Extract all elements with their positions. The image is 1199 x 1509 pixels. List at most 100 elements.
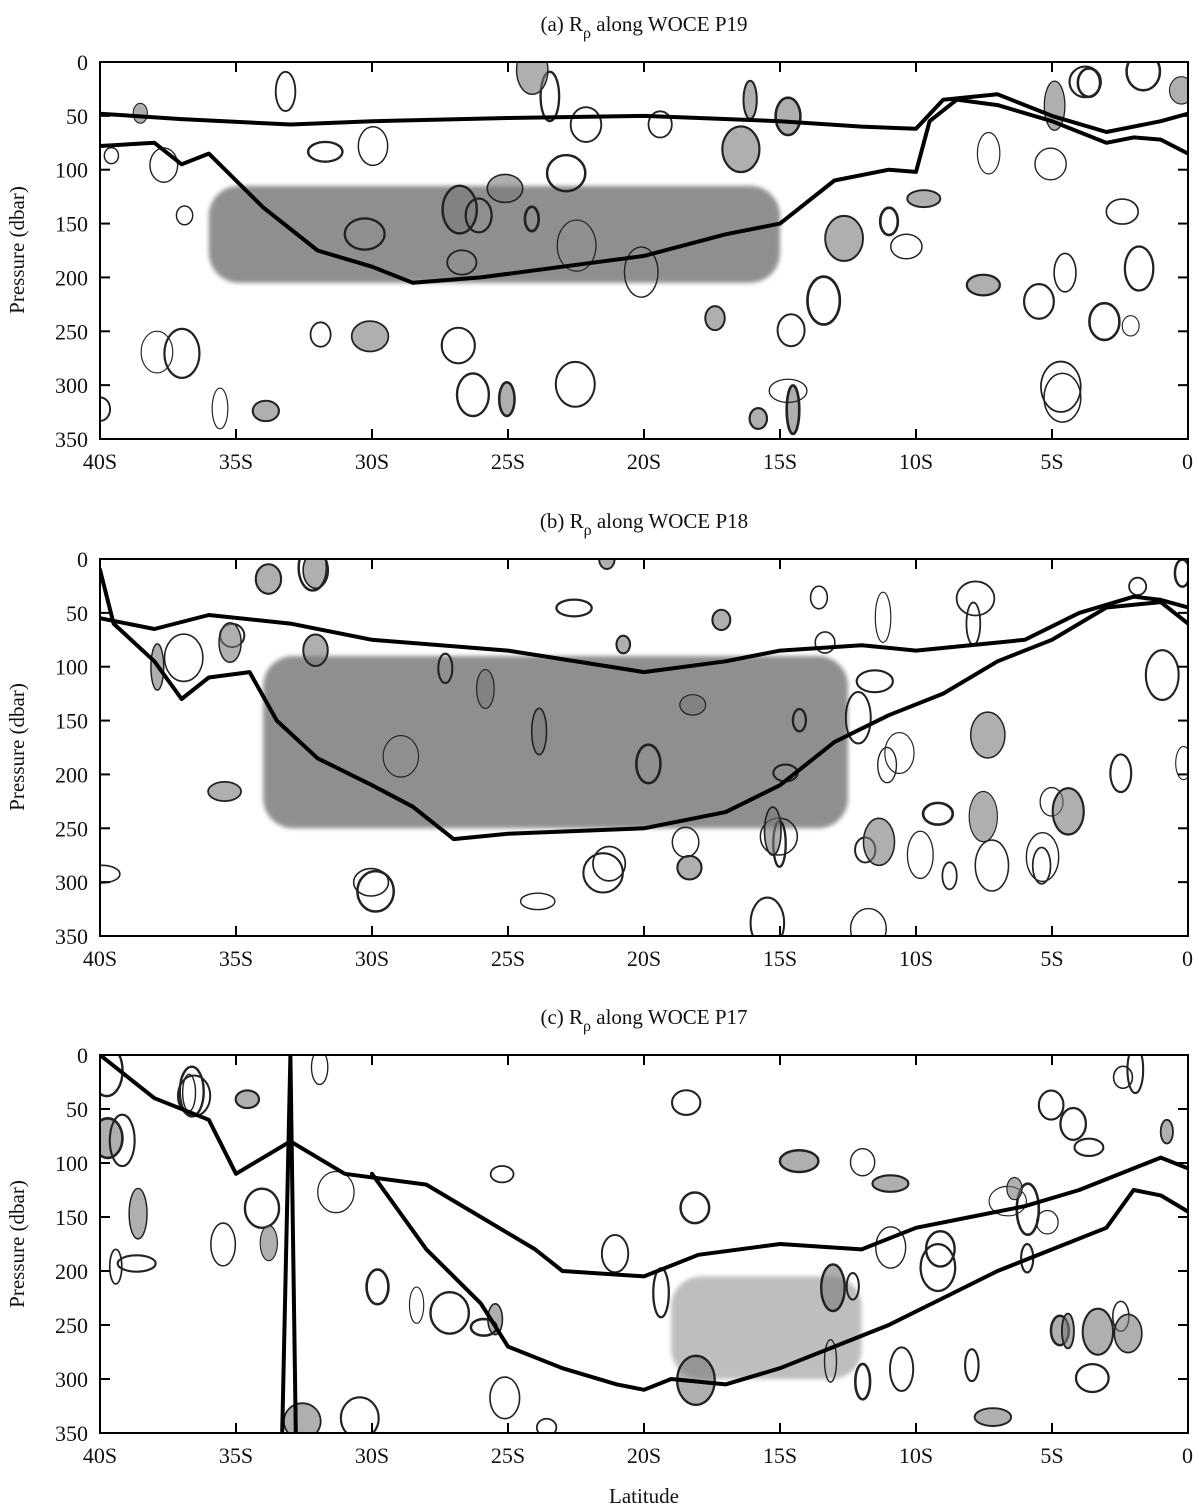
panel-c-ytick-label: 0 (77, 1043, 88, 1068)
panel-a-contour-loop (1105, 198, 1140, 225)
panel-c-contour-loop (108, 1248, 123, 1285)
panel-c-contour-loop (310, 1055, 329, 1086)
panel-b-contour-loop (974, 839, 1010, 892)
panel-b-xtick-label: 25S (491, 946, 525, 971)
panel-b-ytick-label: 200 (55, 762, 88, 787)
panel-a-contour-loop (1068, 65, 1102, 99)
panel-b-ytick-label: 300 (55, 870, 88, 895)
panel-a-contour-loop (556, 219, 597, 272)
panel-b-contour-loop (1025, 832, 1060, 883)
panel-b-contour-loop (809, 585, 829, 610)
panel-b-contour-loop (1144, 649, 1180, 701)
panel-a-contour-loop (464, 197, 493, 234)
panel-b-ytick-label: 100 (55, 655, 88, 680)
panel-b-contour-loop (844, 691, 872, 745)
panel-b-contour-loop (955, 580, 996, 617)
panel-b-contour-loop (791, 707, 808, 733)
panel-a-contour-loop (906, 189, 942, 209)
panel-c-contour-loop (924, 1230, 956, 1268)
panel-a-plot-area (100, 62, 1188, 436)
panel-c-plot-area (100, 1055, 1188, 1433)
panel-c-contour-loop (1035, 1209, 1059, 1235)
panel-a-contour-loop (343, 217, 386, 251)
panel-c-contour-loop (489, 1376, 521, 1420)
panel-a-contour-loop (878, 206, 900, 237)
panel-a-xtick-label: 0 (1182, 449, 1193, 474)
panel-c-ytick-label: 150 (55, 1205, 88, 1230)
panel-c-thick-line-2 (280, 1055, 298, 1433)
panel-b-contour-loop (475, 668, 495, 710)
panel-a-contour-loop (163, 327, 201, 379)
panel-c-xtick-label: 25S (491, 1443, 525, 1468)
panel-c-ticks: 40S 35S 30S 25S 20S 15S 10S 5S 0 0 50 100 150 200 250 3… (55, 1043, 1193, 1468)
panel-c-contour-loop (1112, 1065, 1134, 1090)
panel-a-thick-line-1 (100, 92, 1188, 134)
panel-c-ytick-label: 200 (55, 1259, 88, 1284)
panel-a-ytick-label: 150 (55, 212, 88, 237)
panel-c-contour-loop (1081, 1307, 1115, 1356)
panel-c-contour-loop (100, 1116, 124, 1160)
panel-a-contour-loop (976, 131, 1001, 175)
panel-c-xtick-label: 35S (219, 1443, 253, 1468)
panel-c-ytick-label: 350 (55, 1421, 88, 1446)
panel-a-contour-loop (554, 360, 596, 408)
panel-b-contour-loop (711, 608, 732, 632)
panel-a-contour-loop (350, 320, 390, 353)
panel-a-contour-loop (785, 384, 801, 436)
panel-c-contour-loop (339, 1396, 380, 1433)
panel-b-shaded-core (263, 655, 848, 829)
panel-c-thick-line-3 (370, 1171, 1188, 1392)
panel-b-ytick-label: 50 (66, 601, 88, 626)
panel-b-contour-loop (906, 830, 934, 880)
panel-a-ytick-label: 200 (55, 265, 88, 290)
panel-a-contour-loop (1053, 252, 1077, 293)
panel-b-contour-loop (254, 563, 283, 595)
panel-b-xtick-label: 30S (355, 946, 389, 971)
panel-c-contour-loop (243, 1187, 281, 1229)
panel-a-ytick-label: 100 (55, 158, 88, 183)
panel-c-contour-loop (181, 1073, 197, 1112)
panel-c-contour-loop (1126, 1055, 1145, 1095)
panel-b-xtick-label: 5S (1040, 946, 1063, 971)
panel-a-ytick-label: 250 (55, 319, 88, 344)
panel-a-contour-loop (965, 273, 1001, 297)
panel-c-contour-loop (408, 1286, 425, 1324)
panel-c-xtick-label: 0 (1182, 1443, 1193, 1468)
panel-c-contour-loop (871, 1174, 910, 1193)
panel-b-contour-loop (437, 652, 454, 685)
panel-c-title: (c) Rρ along WOCE P17 (540, 1005, 747, 1035)
x-axis-label: Latitude (609, 1484, 679, 1508)
panel-a-contour-loop (211, 387, 229, 430)
panel-c-contour-loop (259, 1224, 278, 1262)
panel-b-contour-loop (297, 559, 329, 592)
panel-b-contour-loop (1128, 576, 1148, 596)
panel-b-ytick-label: 150 (55, 709, 88, 734)
panel-b-contour-loop (530, 707, 548, 756)
panel-a-contour-loop (748, 407, 769, 431)
panel-b-ytick-label: 0 (77, 547, 88, 572)
panel-c-ytick-label: 250 (55, 1313, 88, 1338)
panel-b-contour-loop (849, 907, 887, 936)
panel-a-ticks: 40S 35S 30S 25S 20S 15S 10S 5S 0 0 50 100 150 200 250 3… (55, 50, 1193, 474)
panel-b-contour-loop (218, 622, 242, 664)
panel-c-contour-loop (854, 1362, 872, 1401)
panel-b-contour-loop (555, 598, 593, 618)
panel-c-xtick-label: 40S (83, 1443, 117, 1468)
panel-b-contour-loop (862, 817, 896, 867)
panel-b-xtick-label: 10S (899, 946, 933, 971)
panel-c-contour-loop (652, 1267, 670, 1319)
panel-b-contour-loop (382, 735, 420, 778)
panel-a-contour-loop (446, 249, 478, 276)
panel-c-contour-loop (489, 1165, 515, 1184)
panel-a-ytick-label: 50 (66, 104, 88, 129)
panel-b-contour-loop (1031, 846, 1052, 885)
panel-a-xtick-label: 40S (83, 449, 117, 474)
panel-b-thick-line-2 (100, 567, 1188, 842)
panel-b-contour-loop (965, 601, 982, 646)
panel-a-contour-loop (776, 313, 806, 348)
panel-b-contour-loop (352, 867, 390, 897)
panel-c-contour-loop (1074, 1362, 1110, 1394)
panel-a-xtick-label: 5S (1040, 449, 1063, 474)
panel-b-xtick-label: 35S (219, 946, 253, 971)
panel-b-contour-loop (968, 790, 999, 843)
